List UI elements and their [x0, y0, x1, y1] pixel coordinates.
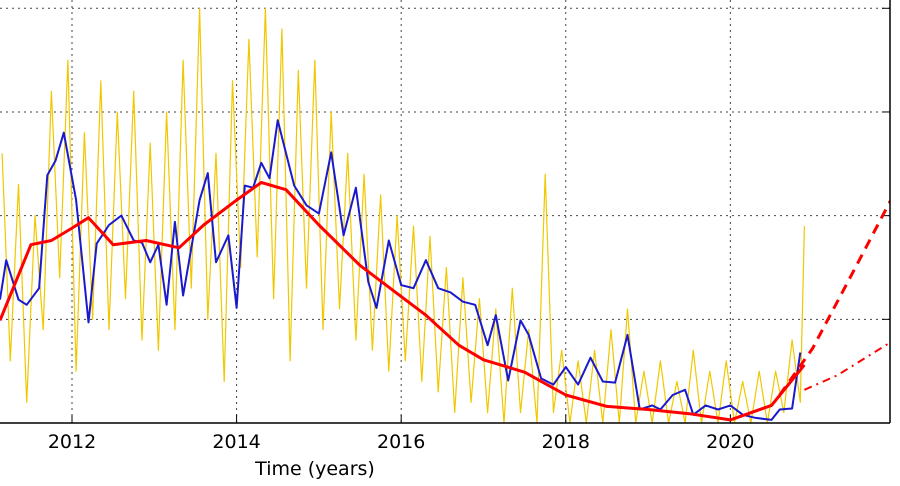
- series-line: [803, 341, 890, 391]
- series-line: [0, 181, 806, 422]
- x-tick-label: 2020: [706, 431, 754, 453]
- plot-area: [0, 7, 890, 423]
- x-tick-label: 2016: [377, 431, 425, 453]
- x-tick-label: 2018: [542, 431, 590, 453]
- x-axis-label: Time (years): [254, 458, 375, 480]
- x-tick-label: 2012: [48, 431, 96, 453]
- series-line: [0, 119, 802, 421]
- series-line: [778, 199, 890, 396]
- x-tick-label: 2014: [212, 431, 260, 453]
